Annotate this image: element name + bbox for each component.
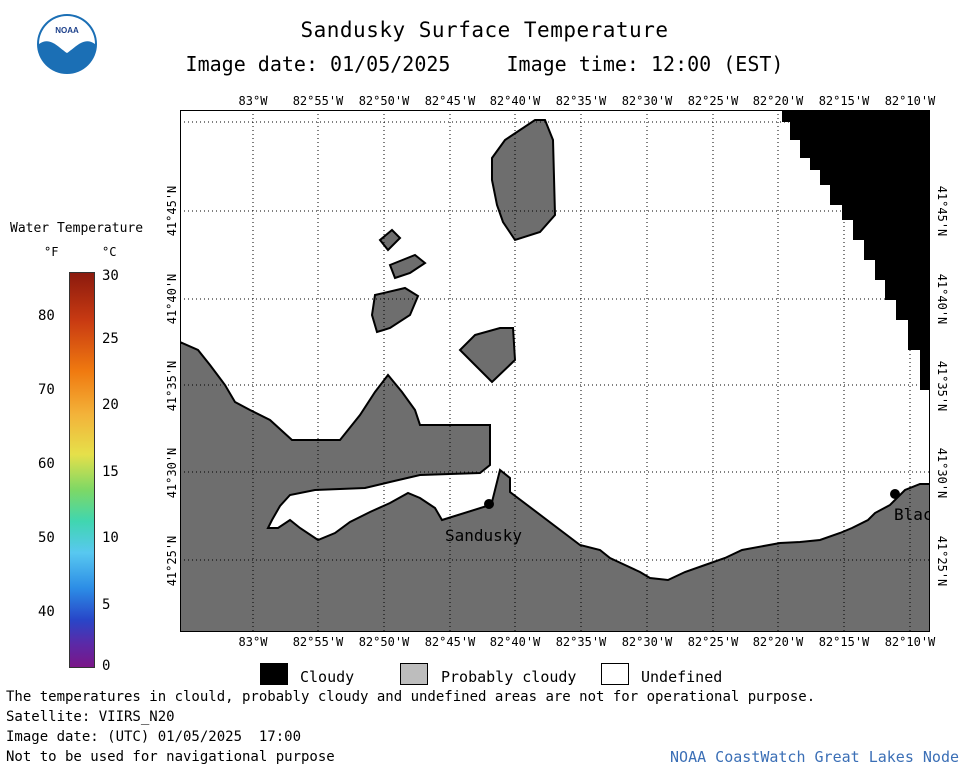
map-panel: Sandusky Blac bbox=[180, 110, 930, 632]
blac-marker bbox=[890, 489, 900, 499]
node-credit: NOAA CoastWatch Great Lakes Node bbox=[670, 748, 959, 766]
lat-grid bbox=[180, 121, 930, 561]
logo-text: NOAA bbox=[55, 26, 79, 35]
lon-label-top: 82°30'W bbox=[621, 94, 673, 108]
cloudy-label: Cloudy bbox=[300, 668, 355, 686]
image-time: Image time: 12:00 (EST) bbox=[506, 52, 784, 76]
noaa-logo: NOAA bbox=[37, 14, 97, 74]
lat-label-right: 41°30'N bbox=[935, 447, 949, 499]
c-tick: 30 bbox=[102, 268, 119, 284]
image-datetime: Image date: 01/05/2025 Image time: 12:00… bbox=[0, 52, 969, 76]
lon-label-top: 83°W bbox=[238, 94, 268, 108]
lon-label-top: 82°50'W bbox=[358, 94, 410, 108]
f-tick: 40 bbox=[38, 604, 55, 620]
lat-label-left: 41°40'N bbox=[165, 273, 179, 325]
lat-label-right: 41°40'N bbox=[935, 273, 949, 325]
probably-cloudy-swatch bbox=[400, 663, 428, 685]
lon-label-bottom: 82°15'W bbox=[818, 635, 870, 649]
lat-label-right: 41°35'N bbox=[935, 360, 949, 412]
lon-label-bottom: 82°10'W bbox=[884, 635, 936, 649]
utc-date: Image date: (UTC) 01/05/2025 17:00 bbox=[6, 729, 302, 745]
c-tick: 0 bbox=[102, 658, 111, 674]
lon-label-top: 82°45'W bbox=[424, 94, 476, 108]
satellite-info: Satellite: VIIRS_N20 bbox=[6, 709, 175, 725]
unit-c: °C bbox=[102, 245, 117, 259]
image-date: Image date: 01/05/2025 bbox=[185, 52, 451, 76]
lat-label-left: 41°30'N bbox=[165, 447, 179, 499]
page-title: Sandusky Surface Temperature bbox=[300, 18, 669, 42]
lon-label-top: 82°20'W bbox=[752, 94, 804, 108]
c-tick: 10 bbox=[102, 530, 119, 546]
lat-label-right: 41°25'N bbox=[935, 535, 949, 587]
lon-label-top: 82°15'W bbox=[818, 94, 870, 108]
lon-label-bottom: 82°30'W bbox=[621, 635, 673, 649]
c-tick: 15 bbox=[102, 464, 119, 480]
disclaimer-note: The temperatures in clould, probably clo… bbox=[6, 689, 816, 705]
cloud-region bbox=[782, 110, 930, 390]
lon-label-bottom: 82°45'W bbox=[424, 635, 476, 649]
undefined-label: Undefined bbox=[641, 668, 723, 686]
kelleys-island bbox=[491, 119, 557, 242]
sandusky-label: Sandusky bbox=[445, 526, 522, 545]
f-tick: 70 bbox=[38, 382, 55, 398]
lon-label-bottom: 83°W bbox=[238, 635, 268, 649]
probably-cloudy-label: Probably cloudy bbox=[441, 668, 577, 686]
cloudy-swatch bbox=[260, 663, 288, 685]
lon-label-top: 82°10'W bbox=[884, 94, 936, 108]
unit-f: °F bbox=[44, 245, 59, 259]
lat-label-right: 41°45'N bbox=[935, 185, 949, 237]
lat-label-left: 41°45'N bbox=[165, 185, 179, 237]
lon-label-top: 82°35'W bbox=[555, 94, 607, 108]
small-island bbox=[388, 253, 427, 280]
lon-label-bottom: 82°55'W bbox=[292, 635, 344, 649]
lat-label-left: 41°35'N bbox=[165, 360, 179, 412]
f-tick: 80 bbox=[38, 308, 55, 324]
lon-grid bbox=[252, 110, 911, 632]
lon-label-bottom: 82°40'W bbox=[489, 635, 541, 649]
f-tick: 60 bbox=[38, 456, 55, 472]
lon-label-bottom: 82°20'W bbox=[752, 635, 804, 649]
colorbar bbox=[69, 272, 95, 668]
lon-label-bottom: 82°35'W bbox=[555, 635, 607, 649]
small-island bbox=[378, 228, 402, 252]
land-mass bbox=[180, 340, 930, 632]
lat-label-left: 41°25'N bbox=[165, 535, 179, 587]
f-tick: 50 bbox=[38, 530, 55, 546]
undefined-swatch bbox=[601, 663, 629, 685]
lon-label-top: 82°40'W bbox=[489, 94, 541, 108]
sandusky-marker bbox=[484, 499, 494, 509]
small-island bbox=[458, 327, 517, 384]
colorbar-title: Water Temperature bbox=[10, 221, 144, 236]
c-tick: 5 bbox=[102, 597, 111, 613]
lon-label-bottom: 82°50'W bbox=[358, 635, 410, 649]
nav-warning: Not to be used for navigational purpose bbox=[6, 749, 335, 765]
blac-label: Blac bbox=[894, 505, 930, 524]
lon-label-top: 82°55'W bbox=[292, 94, 344, 108]
c-tick: 25 bbox=[102, 331, 119, 347]
c-tick: 20 bbox=[102, 397, 119, 413]
lon-label-top: 82°25'W bbox=[687, 94, 739, 108]
lon-label-bottom: 82°25'W bbox=[687, 635, 739, 649]
